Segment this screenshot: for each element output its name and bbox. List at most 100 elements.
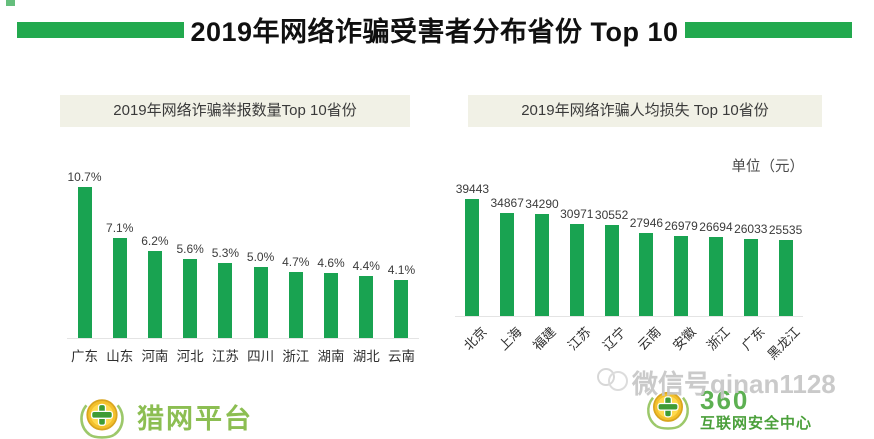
360-label: 360: [700, 384, 750, 415]
chart-report-count-plot: 10.7% 7.1% 6.2% 5.6% 5.3% 5.0% 4.7% 4.6% 4.4% 4.1…: [55, 170, 419, 365]
360-security-logo: 360 互联网安全中心: [643, 381, 812, 436]
bar: [604, 225, 619, 316]
bar: [183, 259, 198, 338]
chart-per-capita-loss-title: 2019年网络诈骗人均损失 Top 10省份: [468, 95, 822, 127]
lieWang-platform-logo: 猎网平台: [76, 388, 253, 439]
bar: [674, 236, 689, 316]
banner-line-left: [17, 21, 185, 38]
bar-group: 26033: [733, 222, 768, 316]
bar-group: 26979: [664, 219, 699, 316]
bar-group: 27946: [629, 216, 664, 316]
bar-group: 30552: [594, 208, 629, 316]
bar-value-label: 4.6%: [317, 256, 345, 270]
bar: [778, 240, 793, 316]
bar: [743, 239, 758, 316]
bar-group: 10.7%: [67, 170, 102, 338]
bar-value-label: 26033: [734, 222, 768, 236]
bar: [112, 238, 127, 338]
bar: [500, 213, 515, 316]
bar-value-label: 27946: [629, 216, 664, 230]
watermark-text: 微信号qinan1128: [632, 369, 836, 399]
bar-value-label: 5.6%: [176, 242, 204, 256]
watermark-blob-icon: [596, 365, 630, 400]
category-label: 四川: [247, 349, 275, 364]
bar: [253, 267, 268, 338]
bar: [77, 187, 92, 338]
bar-value-label: 10.7%: [67, 170, 102, 184]
bar: [534, 214, 549, 316]
bars-row: 10.7% 7.1% 6.2% 5.6% 5.3% 5.0% 4.7% 4.6% 4.4% 4.1…: [67, 170, 419, 339]
bar-value-label: 4.4%: [352, 259, 380, 273]
security-center-label: 互联网安全中心: [700, 414, 813, 432]
category-label: 河北: [176, 349, 204, 364]
bar: [359, 276, 374, 338]
category-label: 山东: [106, 349, 134, 364]
category-label: 浙江: [282, 349, 310, 364]
bar-group: 5.6%: [173, 242, 208, 338]
category-label: 湖北: [352, 349, 380, 364]
category-axis: 广东 山东 河南 河北 江苏 四川 浙江 湖南 湖北 云南: [67, 339, 419, 365]
bar-value-label: 25535: [768, 223, 803, 237]
bar-value-label: 26979: [664, 219, 698, 233]
bar: [708, 237, 723, 316]
category-label: 广东: [738, 324, 768, 354]
laurel-coin-icon: [643, 381, 693, 436]
bar-value-label: 6.2%: [141, 234, 169, 248]
category-label: 江苏: [211, 349, 239, 364]
bar-value-label: 5.3%: [211, 246, 240, 260]
category-axis: 北京 上海 福建 江苏 辽宁 云南 安徽 浙江 广东 黑龙江: [455, 317, 803, 371]
bar-group: 6.2%: [137, 234, 172, 338]
bar: [639, 233, 654, 316]
bar-value-label: 5.0%: [246, 250, 275, 264]
lieWang-platform-label: 猎网平台: [137, 404, 253, 434]
category-label: 河南: [141, 349, 169, 364]
bar: [288, 272, 303, 338]
chart-per-capita-loss-plot: 39443 34867 34290 30971 30552 27946 26979 26694…: [455, 182, 822, 371]
bar-group: 7.1%: [102, 221, 137, 338]
category-label: 江苏: [564, 324, 594, 354]
chart-report-count: 2019年网络诈骗举报数量Top 10省份 10.7% 7.1% 6.2% 5.6% 5…: [55, 95, 419, 365]
laurel-coin-icon: [76, 388, 128, 439]
banner-line-right: [684, 21, 853, 38]
chart-report-count-title: 2019年网络诈骗举报数量Top 10省份: [60, 95, 410, 127]
category-label: 黑龙江: [764, 324, 803, 363]
bar-group: 26694: [699, 220, 734, 316]
bar-group: 30971: [559, 207, 594, 316]
chart-per-capita-loss: 2019年网络诈骗人均损失 Top 10省份 单位（元） 39443 34867 3…: [455, 95, 822, 371]
title-banner: 2019年网络诈骗受害者分布省份 Top 10: [17, 10, 853, 49]
bar-group: 4.6%: [314, 256, 349, 338]
bar: [569, 224, 584, 316]
category-label: 福建: [530, 324, 560, 354]
category-label: 云南: [634, 324, 664, 354]
bar: [147, 251, 162, 338]
unit-label: 单位（元）: [731, 159, 805, 175]
bar-value-label: 34290: [525, 197, 559, 211]
bar-value-label: 26694: [699, 220, 733, 234]
bar-group: 39443: [455, 182, 490, 316]
category-label: 辽宁: [599, 324, 629, 354]
bar-group: 5.0%: [243, 250, 278, 338]
category-label: 云南: [387, 349, 415, 364]
category-label: 上海: [495, 324, 525, 354]
category-label: 安徽: [669, 324, 699, 354]
bar-group: 5.3%: [208, 246, 243, 338]
bars-row: 39443 34867 34290 30971 30552 27946 26979 26694…: [455, 182, 803, 317]
bar-group: 4.7%: [278, 255, 313, 338]
category-label: 北京: [460, 324, 490, 354]
category-label: 浙江: [704, 324, 734, 354]
bar-group: 34867: [490, 196, 525, 316]
bar-value-label: 4.7%: [282, 255, 310, 269]
bar: [465, 199, 480, 316]
category-label: 湖南: [317, 349, 345, 364]
bar-group: 34290: [525, 197, 560, 316]
bar: [218, 263, 233, 338]
bar-group: 25535: [768, 223, 803, 316]
bar-value-label: 39443: [455, 182, 490, 196]
bar-value-label: 4.1%: [387, 263, 416, 277]
bar: [394, 280, 409, 338]
page-title: 2019年网络诈骗受害者分布省份 Top 10: [190, 17, 679, 47]
bar: [324, 273, 339, 338]
category-label: 广东: [71, 349, 98, 364]
corner-fleck: [6, 0, 15, 6]
